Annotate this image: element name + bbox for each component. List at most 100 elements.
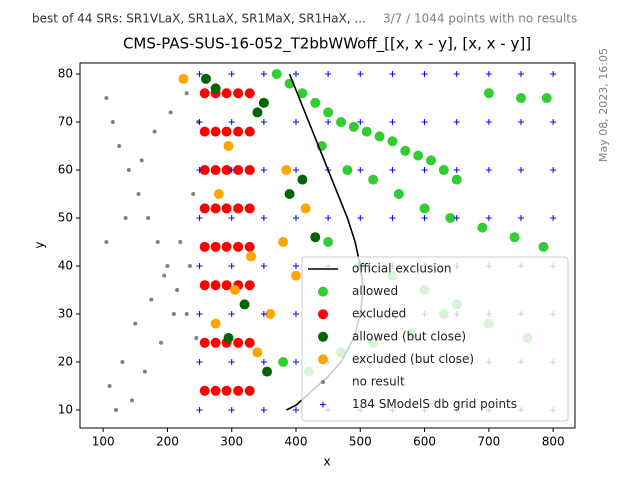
- grid-point: [389, 71, 396, 78]
- point: [210, 280, 221, 291]
- point: [221, 241, 232, 252]
- legend-label: excluded: [352, 307, 406, 321]
- point: [244, 385, 255, 396]
- point: [146, 216, 151, 221]
- legend-marker: [318, 354, 328, 365]
- point: [199, 165, 210, 176]
- grid-point: [485, 119, 492, 126]
- grid-point: [260, 71, 267, 78]
- point: [107, 384, 112, 389]
- point: [252, 347, 263, 358]
- grid-point: [485, 167, 492, 174]
- grid-point: [357, 167, 364, 174]
- point: [155, 240, 160, 245]
- point: [348, 121, 359, 132]
- grid-point: [357, 215, 364, 222]
- x-tick-label: 700: [477, 435, 500, 449]
- point: [451, 174, 462, 185]
- grid-point: [228, 215, 235, 222]
- point: [368, 174, 379, 185]
- grid-point: [550, 215, 557, 222]
- point: [152, 129, 157, 134]
- point: [244, 88, 255, 99]
- point: [336, 117, 346, 128]
- grid-point: [293, 263, 299, 270]
- point: [291, 270, 301, 281]
- grid-point: [228, 263, 235, 270]
- legend: official exclusion allowed excluded allowed…: [301, 256, 569, 422]
- point: [426, 155, 436, 166]
- point: [278, 357, 289, 368]
- point: [120, 360, 125, 365]
- chart-title: CMS-PAS-SUS-16-052_T2bbWWoff_[[x, x - y]…: [123, 35, 531, 54]
- x-tick-label: 100: [92, 435, 115, 449]
- legend-box: [301, 256, 569, 422]
- point: [199, 385, 210, 396]
- point: [509, 232, 520, 243]
- point: [165, 264, 170, 269]
- grid-point: [196, 215, 203, 222]
- point: [445, 213, 456, 224]
- point: [310, 97, 321, 108]
- point: [199, 126, 210, 137]
- legend-label: official exclusion: [352, 262, 452, 276]
- point: [223, 333, 234, 344]
- point: [221, 280, 232, 291]
- point: [233, 126, 244, 137]
- point: [210, 165, 221, 176]
- point: [387, 136, 398, 147]
- grid-point: [196, 167, 203, 174]
- point: [221, 165, 232, 176]
- point: [221, 203, 232, 214]
- y-tick-label: 50: [58, 211, 73, 225]
- y-tick-label: 70: [58, 115, 73, 129]
- grid-point: [357, 119, 364, 126]
- grid-point: [228, 119, 235, 126]
- point: [210, 318, 221, 329]
- grid-point: [421, 167, 428, 174]
- point: [187, 264, 192, 269]
- grid-point: [389, 215, 396, 222]
- point: [117, 144, 122, 149]
- point: [233, 385, 244, 396]
- point: [210, 385, 221, 396]
- y-tick-label: 20: [58, 355, 73, 369]
- point: [233, 88, 244, 99]
- plot-area: [104, 69, 557, 414]
- grid-point: [293, 311, 299, 318]
- grid-point: [453, 215, 460, 222]
- grid-point: [325, 119, 332, 126]
- grid-point: [228, 311, 235, 318]
- point: [194, 336, 199, 341]
- point: [516, 93, 526, 104]
- x-tick-label: 300: [220, 435, 243, 449]
- point: [541, 93, 552, 104]
- point: [323, 107, 334, 118]
- grid-point: [196, 263, 203, 270]
- point: [233, 203, 244, 214]
- grid-point: [228, 359, 235, 366]
- point: [244, 203, 255, 214]
- point: [297, 88, 308, 99]
- grid-point: [293, 359, 299, 366]
- point: [191, 192, 196, 197]
- point: [168, 110, 173, 115]
- point: [246, 251, 256, 262]
- x-axis-label: x: [323, 455, 330, 469]
- point: [419, 203, 430, 214]
- grid-point: [389, 167, 396, 174]
- point: [139, 158, 144, 163]
- point: [171, 312, 176, 317]
- point: [233, 337, 244, 348]
- point: [223, 141, 234, 152]
- point: [136, 192, 141, 197]
- point: [210, 337, 221, 348]
- point: [104, 240, 109, 245]
- grid-point: [453, 167, 460, 174]
- point: [262, 366, 273, 377]
- grid-point: [293, 215, 299, 222]
- point: [221, 88, 232, 99]
- legend-marker: [318, 331, 328, 342]
- legend-label: no result: [352, 375, 405, 389]
